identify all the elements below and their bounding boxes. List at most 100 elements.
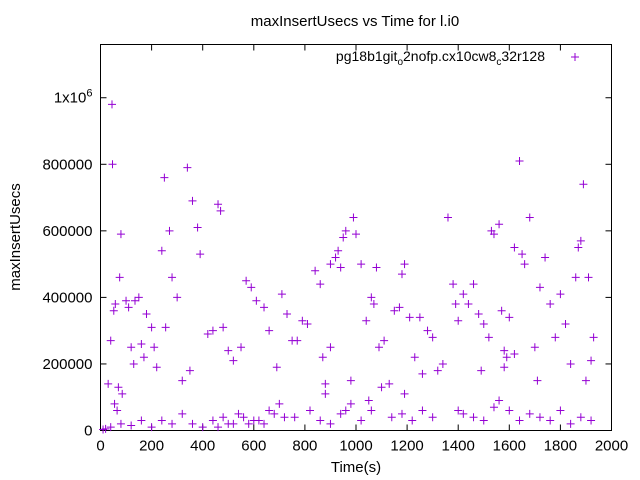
data-point [520, 260, 529, 269]
data-point [525, 409, 534, 418]
data-point [400, 260, 409, 269]
data-point [556, 290, 565, 299]
data-point [474, 310, 483, 319]
data-point [418, 406, 427, 415]
data-point [237, 343, 246, 352]
data-point [185, 366, 194, 375]
data-point [260, 303, 269, 312]
data-point [352, 230, 360, 239]
data-point [374, 343, 383, 352]
data-point [469, 280, 478, 289]
x-tick-label: 2000 [595, 438, 628, 455]
data-point [111, 300, 120, 309]
data-point [349, 213, 358, 222]
data-point [196, 250, 205, 259]
data-point [122, 296, 131, 305]
data-point [428, 413, 437, 422]
data-point [198, 423, 207, 432]
data-point [395, 303, 404, 312]
data-point [178, 409, 187, 418]
data-point [525, 213, 534, 222]
data-point [584, 273, 593, 282]
data-points [99, 100, 598, 434]
data-point [113, 406, 122, 415]
data-point [497, 306, 506, 315]
data-point [110, 399, 119, 408]
data-point [346, 376, 355, 385]
x-tick-label: 800 [292, 438, 317, 455]
data-point [551, 333, 560, 342]
data-point [339, 233, 348, 242]
data-point [581, 376, 590, 385]
data-point [316, 416, 325, 425]
y-tick-label: 800000 [42, 156, 92, 173]
data-point [127, 343, 136, 352]
data-point [477, 366, 486, 375]
data-point [362, 316, 371, 325]
data-point [265, 406, 274, 415]
data-point [118, 389, 127, 398]
data-point [316, 280, 325, 289]
data-point [161, 323, 170, 332]
data-point [208, 416, 217, 425]
data-point [239, 413, 248, 422]
data-point [224, 419, 233, 428]
data-point [380, 336, 389, 345]
data-point [369, 300, 378, 309]
data-point [541, 253, 550, 262]
data-point [334, 246, 343, 255]
data-point [479, 320, 488, 329]
data-point [157, 246, 166, 255]
y-tick-label: 1x106 [54, 88, 93, 107]
data-point [405, 313, 414, 322]
data-point [500, 363, 509, 372]
data-point [168, 419, 177, 428]
data-point [203, 330, 212, 338]
data-point [107, 100, 116, 109]
data-point [260, 419, 269, 428]
data-point [306, 406, 315, 415]
data-point [454, 406, 463, 415]
data-point [574, 243, 583, 252]
x-tick-label: 1800 [544, 438, 577, 455]
data-point [433, 366, 442, 375]
x-axis-ticks: 0 200 400 600 800 1000 1200 1400 1600 1800 2000 [96, 44, 628, 455]
x-tick-label: 1000 [339, 438, 372, 455]
data-point [357, 416, 366, 425]
data-point [561, 320, 570, 329]
data-point [183, 163, 192, 172]
data-point [318, 353, 327, 362]
data-point [298, 316, 307, 325]
y-axis-title: maxInsertUsecs [7, 183, 24, 291]
data-point [505, 406, 514, 415]
data-point [224, 346, 233, 355]
data-point [535, 413, 544, 422]
data-point [321, 379, 330, 388]
x-tick-label: 1400 [442, 438, 475, 455]
data-point [157, 416, 166, 425]
data-point [219, 413, 228, 422]
x-tick-label: 200 [139, 438, 164, 455]
data-point [150, 343, 159, 352]
data-point [106, 423, 115, 432]
data-point [579, 180, 588, 189]
data-point [247, 283, 256, 292]
data-point [489, 403, 498, 412]
y-tick-label: 200000 [42, 356, 92, 373]
data-point [410, 353, 419, 362]
data-point [443, 213, 452, 222]
data-point [272, 363, 281, 372]
data-point [99, 425, 108, 434]
data-point [114, 383, 123, 392]
legend-marker [571, 53, 579, 61]
y-axis-ticks: 0 200000 400000 600000 800000 1x106 [42, 88, 612, 440]
data-point [290, 413, 299, 422]
y-tick-label: 400000 [42, 289, 92, 306]
data-point [428, 333, 437, 342]
data-point [124, 303, 133, 312]
data-point [515, 416, 524, 425]
data-point [535, 283, 544, 292]
data-point [576, 236, 585, 245]
data-point [408, 416, 417, 425]
data-point [106, 336, 115, 345]
